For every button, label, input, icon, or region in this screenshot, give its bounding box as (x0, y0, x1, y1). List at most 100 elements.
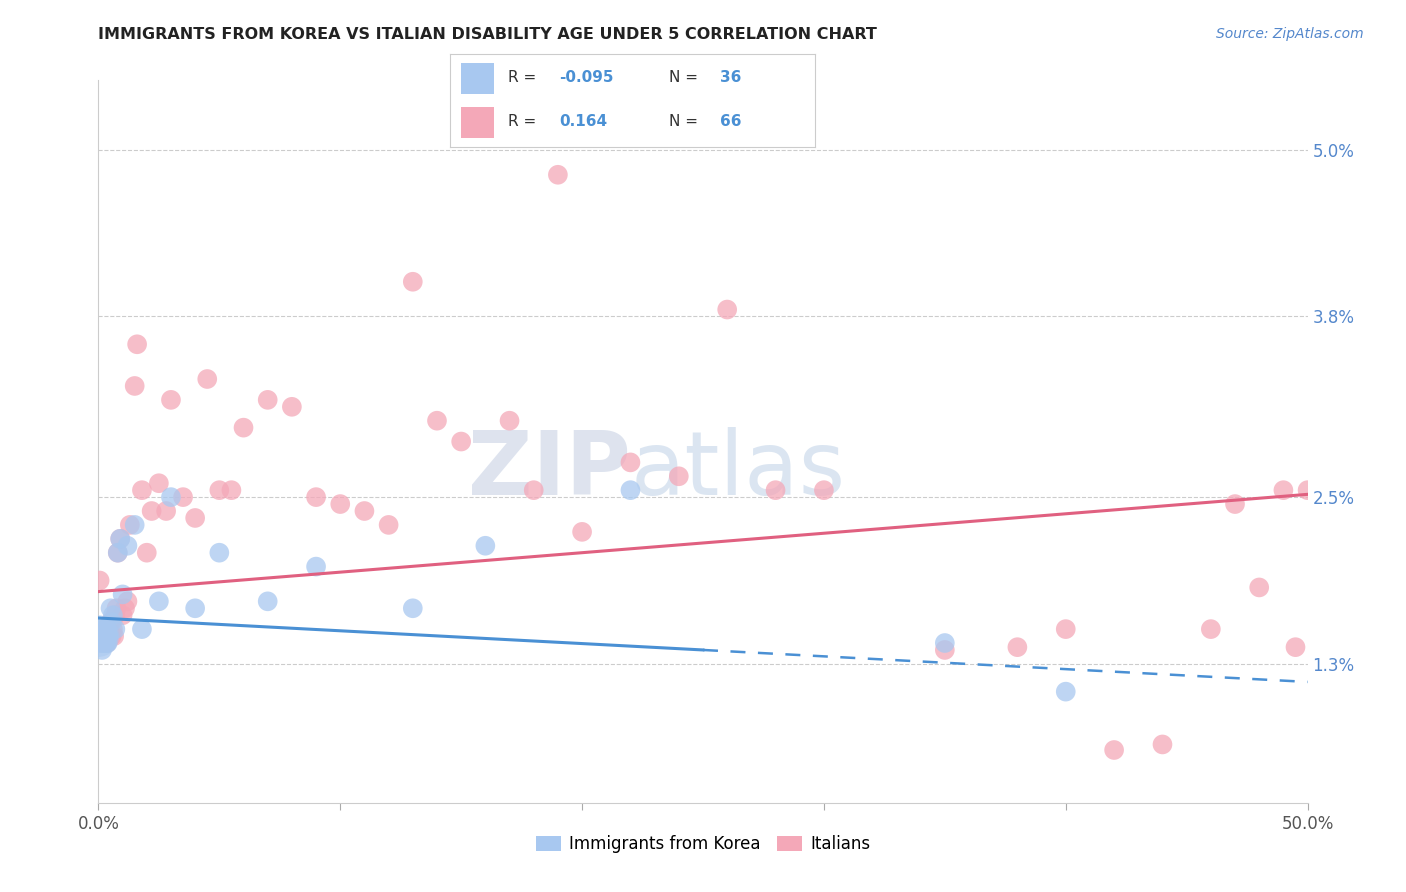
Point (1249, 581, 1271, 595)
Point (89, 629, 111, 643)
Point (402, 601, 425, 615)
Legend: Immigrants from Korea, Italians: Immigrants from Korea, Italians (529, 828, 877, 860)
Point (97, 629, 120, 643)
Point (1309, 581, 1331, 595)
Point (104, 622, 127, 636)
Point (1223, 497, 1246, 511)
Text: R =: R = (509, 70, 541, 86)
Point (100, 615, 122, 630)
Point (90, 629, 112, 643)
Point (148, 594, 170, 608)
Point (765, 483, 787, 498)
Point (131, 622, 153, 636)
Point (90, 636, 112, 650)
Point (107, 546, 129, 560)
Point (131, 483, 153, 498)
Point (160, 392, 183, 407)
Point (619, 483, 641, 498)
Point (124, 379, 146, 393)
Point (281, 400, 304, 414)
Point (97, 629, 120, 643)
Point (96, 636, 118, 650)
Point (1054, 622, 1077, 636)
Point (100, 601, 122, 615)
Point (101, 622, 124, 636)
Point (127, 337, 149, 351)
Point (1296, 483, 1319, 498)
Point (94, 629, 117, 643)
Point (108, 532, 131, 546)
Point (107, 546, 129, 560)
Point (402, 275, 425, 289)
Text: N =: N = (669, 70, 703, 86)
Point (91, 629, 114, 643)
Text: 36: 36 (720, 70, 742, 86)
Point (98, 622, 121, 636)
Point (619, 455, 641, 469)
Point (97, 629, 120, 643)
FancyBboxPatch shape (461, 107, 494, 138)
Point (148, 476, 170, 491)
Point (117, 539, 139, 553)
Point (155, 504, 177, 518)
Point (934, 636, 956, 650)
Point (1102, 743, 1125, 757)
Text: R =: R = (509, 114, 547, 129)
Point (93, 629, 115, 643)
Point (668, 469, 690, 483)
Point (91, 636, 114, 650)
Point (1199, 622, 1222, 636)
Point (716, 302, 738, 317)
Point (1007, 640, 1029, 655)
Point (547, 168, 569, 182)
Point (232, 420, 254, 434)
Point (256, 392, 278, 407)
Point (172, 490, 194, 504)
Point (124, 517, 146, 532)
Point (208, 546, 231, 560)
Point (135, 546, 157, 560)
Text: Source: ZipAtlas.com: Source: ZipAtlas.com (1216, 27, 1364, 41)
Point (93, 636, 115, 650)
Point (523, 483, 546, 498)
Point (377, 517, 399, 532)
Point (195, 372, 218, 386)
Point (208, 483, 231, 498)
Point (1054, 684, 1077, 698)
Point (111, 587, 134, 601)
Point (571, 524, 593, 539)
FancyBboxPatch shape (461, 63, 494, 94)
Point (91, 622, 114, 636)
Point (813, 483, 835, 498)
Point (1272, 483, 1295, 498)
Point (353, 504, 375, 518)
Text: ZIP: ZIP (468, 427, 630, 514)
Point (160, 490, 183, 504)
Point (117, 594, 139, 608)
Point (184, 511, 207, 525)
Point (91, 643, 114, 657)
Point (329, 497, 352, 511)
Point (1152, 738, 1174, 752)
Point (305, 490, 328, 504)
Point (934, 643, 956, 657)
Point (118, 517, 141, 532)
Point (94, 629, 117, 643)
Point (87, 629, 110, 643)
Point (305, 559, 328, 574)
Text: -0.095: -0.095 (560, 70, 614, 86)
Point (1320, 483, 1343, 498)
Point (100, 629, 122, 643)
Point (426, 414, 449, 428)
Point (89, 622, 111, 636)
Point (93, 622, 115, 636)
Text: 66: 66 (720, 114, 742, 129)
Point (91, 629, 114, 643)
Point (96, 636, 118, 650)
Point (474, 539, 496, 553)
Point (96, 622, 118, 636)
Point (89, 574, 111, 588)
Point (1284, 640, 1306, 655)
Point (100, 615, 122, 630)
Point (111, 608, 134, 623)
